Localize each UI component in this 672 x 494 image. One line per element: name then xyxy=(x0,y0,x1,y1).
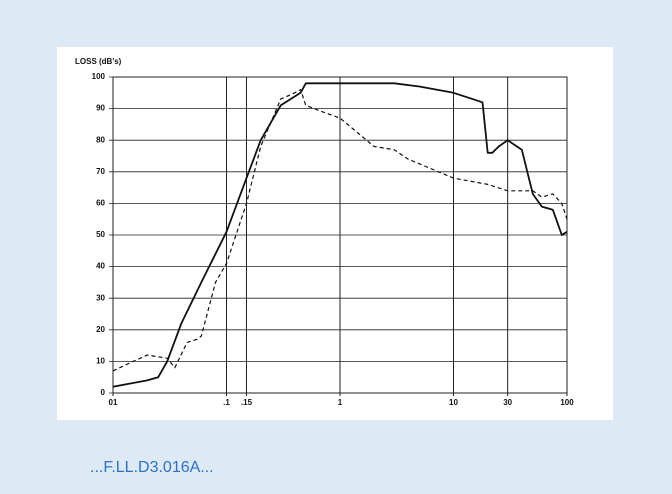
x-tick-label: 30 xyxy=(503,398,512,407)
caption: ...F.LL.D3.016A... xyxy=(90,459,214,476)
y-tick-label: 70 xyxy=(96,167,105,176)
x-tick-label: 10 xyxy=(449,398,458,407)
series-line xyxy=(112,82,568,388)
y-axis-label: LOSS (dB's) xyxy=(75,57,122,66)
x-tick-label: 100 xyxy=(560,398,574,407)
x-tick-label: 1 xyxy=(338,398,343,407)
y-tick-label: 60 xyxy=(96,199,105,208)
y-tick-label: 90 xyxy=(96,104,105,113)
x-tick-label: .15 xyxy=(241,398,253,407)
x-tick-label: 01 xyxy=(109,398,118,407)
y-tick-label: 0 xyxy=(101,388,106,397)
y-tick-label: 100 xyxy=(92,72,106,81)
y-tick-label: 80 xyxy=(96,135,105,144)
y-tick-label: 50 xyxy=(96,230,105,239)
plot-frame xyxy=(112,76,568,394)
y-tick-label: 10 xyxy=(96,357,105,366)
series-line xyxy=(112,89,568,372)
x-tick-label: .1 xyxy=(223,398,230,407)
panel xyxy=(57,47,613,420)
y-tick-label: 30 xyxy=(96,293,105,302)
y-tick-label: 20 xyxy=(96,325,105,334)
y-tick-label: 40 xyxy=(96,262,105,271)
